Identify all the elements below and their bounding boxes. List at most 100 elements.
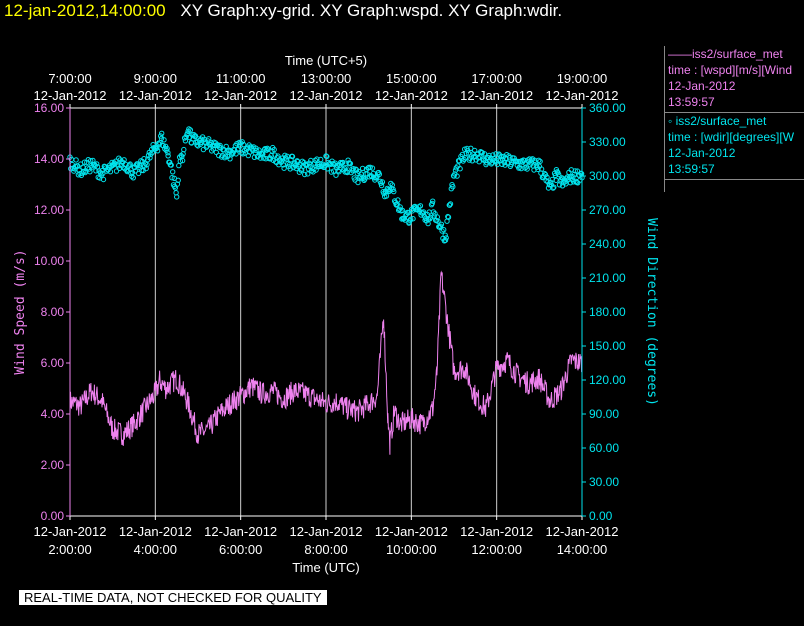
wdir-data-point (443, 235, 449, 241)
top-tick-time: 7:00:00 (48, 71, 91, 86)
wdir-data-point (73, 157, 79, 163)
wdir-data-point (498, 153, 504, 160)
wdir-data-point (362, 176, 368, 182)
wdir-data-point (168, 162, 174, 168)
legend-entry-wspd: ——iss2/surface_met time : [wspd][m/s][Wi… (664, 46, 804, 113)
wdir-data-point (130, 175, 137, 181)
left-tick-label: 6.00 (41, 356, 65, 370)
bottom-tick-date: 12-Jan-2012 (546, 524, 619, 539)
wdir-data-point (181, 146, 187, 153)
right-tick-label: 330.00 (589, 135, 626, 149)
wdir-data-point (216, 152, 222, 159)
wdir-data-point (158, 133, 164, 139)
wdir-data-point (556, 182, 563, 188)
wdir-data-point (379, 179, 386, 185)
wdir-data-point (161, 137, 167, 143)
wdir-data-point (302, 171, 308, 178)
wdir-data-point (81, 159, 88, 165)
right-tick-label: 0.00 (589, 509, 613, 523)
bottom-tick-date: 12-Jan-2012 (119, 524, 192, 539)
wdir-data-point (144, 161, 150, 168)
wdir-data-point (435, 218, 441, 224)
wdir-data-point (173, 190, 179, 196)
wdir-data-point (254, 147, 260, 154)
axes-layer: 7:00:00 12-Jan-2012 9:00:00 12-Jan-2012 11:0… (34, 71, 627, 557)
left-tick-label: 14.00 (34, 152, 64, 166)
wdir-data-point (468, 145, 474, 152)
left-tick-label: 8.00 (41, 305, 65, 319)
wdir-data-point (529, 157, 535, 163)
top-tick-time: 17:00:00 (471, 71, 522, 86)
bottom-tick-time: 6:00:00 (219, 542, 262, 557)
left-axis-label: Wind Speed (m/s) (13, 249, 28, 374)
wdir-data-point (551, 184, 557, 190)
right-tick-label: 270.00 (589, 203, 626, 217)
wdir-data-point (347, 160, 354, 167)
right-tick-label: 360.00 (589, 101, 626, 115)
top-tick-date: 12-Jan-2012 (119, 88, 192, 103)
wdir-data-point (445, 214, 452, 220)
wdir-data-point (94, 161, 100, 167)
wdir-data-point (241, 141, 247, 148)
bottom-axis-label: Time (UTC) (292, 560, 359, 575)
wdir-data-point (80, 164, 86, 170)
wdir-data-point (305, 171, 311, 177)
top-tick-time: 19:00:00 (557, 71, 608, 86)
wdir-data-point (186, 134, 193, 141)
wdir-data-point (261, 147, 267, 153)
wdir-data-point (174, 194, 180, 200)
wdir-data-point (289, 153, 296, 160)
wdir-data-point (135, 170, 142, 177)
wdir-data-point (318, 156, 324, 163)
wdir-data-point (324, 166, 331, 172)
right-tick-label: 120.00 (589, 373, 626, 387)
left-tick-label: 10.00 (34, 254, 64, 268)
top-tick-date: 12-Jan-2012 (34, 88, 107, 103)
bottom-tick-time: 12:00:00 (471, 542, 522, 557)
wdir-data-point (314, 156, 320, 162)
wdir-data-point (390, 186, 396, 193)
wdir-data-point (415, 207, 421, 213)
wdir-data-point (294, 158, 300, 164)
wdir-data-point (518, 165, 524, 172)
left-tick-label: 16.00 (34, 101, 64, 115)
wdir-data-point (463, 150, 469, 157)
wdir-data-point (165, 153, 171, 159)
wdir-data-point (536, 157, 542, 164)
wdir-data-point (524, 166, 530, 172)
wdir-data-point (169, 175, 175, 181)
wdir-data-point (410, 216, 416, 222)
right-tick-label: 300.00 (589, 169, 626, 183)
bottom-tick-date: 12-Jan-2012 (34, 524, 107, 539)
wdir-data-point (187, 127, 194, 133)
wdir-data-point (159, 130, 165, 137)
wdir-data-point (176, 162, 182, 169)
wdir-data-point (162, 146, 168, 152)
wdir-data-point (429, 200, 435, 207)
wdir-data-point (182, 138, 189, 144)
wspd-series-line (69, 270, 583, 455)
wdir-data-point (438, 221, 445, 228)
wdir-data-point (383, 193, 390, 199)
legend-entry-wdir: ◦ iss2/surface_met time : [wdir][degrees… (664, 113, 804, 180)
bottom-tick-date: 12-Jan-2012 (290, 524, 363, 539)
wdir-data-point (194, 142, 200, 148)
wdir-data-point (538, 166, 545, 172)
legend-divider (664, 46, 665, 192)
top-tick-date: 12-Jan-2012 (546, 88, 619, 103)
header-timestamp: 12-jan-2012,14:00:00 (4, 1, 166, 20)
wdir-data-point (457, 166, 463, 172)
legend-wspd-line3: 12-Jan-2012 (668, 79, 736, 93)
wdir-data-point (88, 158, 94, 164)
wdir-data-point (355, 179, 361, 186)
wdir-data-point (100, 176, 107, 183)
wdir-data-point (113, 168, 120, 174)
wdir-data-point (454, 173, 460, 179)
wdir-data-point (481, 151, 488, 157)
wdir-data-point (177, 158, 184, 164)
wdir-data-point (100, 170, 106, 177)
wdir-data-point (287, 166, 293, 172)
wdir-data-point (179, 157, 186, 164)
wdir-data-point (340, 159, 346, 166)
